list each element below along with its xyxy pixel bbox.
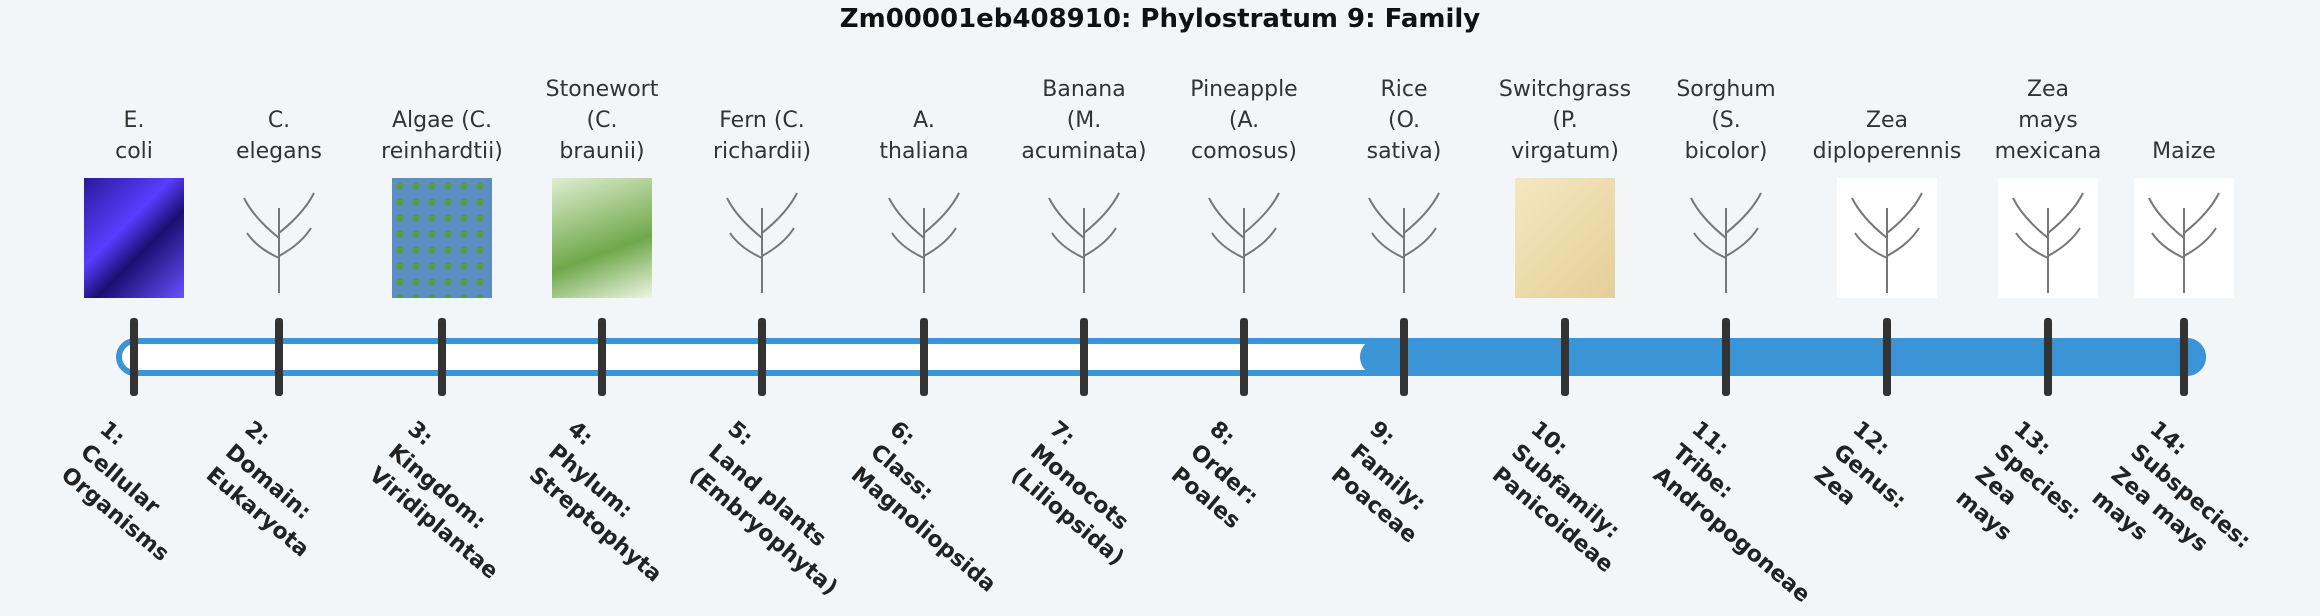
stratum-tick bbox=[1883, 318, 1891, 396]
stratum-tick bbox=[130, 318, 138, 396]
organism-label: Switchgrass (P. virgatum) bbox=[1498, 77, 1632, 164]
switchgrass-image bbox=[1515, 178, 1615, 298]
organism-label: Rice (O. sativa) bbox=[1366, 77, 1442, 164]
organism-label: Stonewort (C. braunii) bbox=[545, 77, 659, 164]
stratum-tick bbox=[1561, 318, 1569, 396]
algae-image bbox=[392, 178, 492, 298]
e-coli-image bbox=[84, 178, 184, 298]
organism-label: Banana (M. acuminata) bbox=[1021, 77, 1147, 164]
organism-label: E. coli bbox=[115, 108, 153, 164]
rank-label: 6: Class: Magnoliopsida bbox=[846, 416, 1001, 598]
fern-image bbox=[712, 178, 812, 298]
rank-label: 10: Subfamily: Panicoideae bbox=[1487, 416, 1625, 578]
pineapple-image bbox=[1194, 178, 1294, 298]
organism-label: Sorghum (S. bicolor) bbox=[1676, 77, 1776, 164]
stratum-tick bbox=[1240, 318, 1248, 396]
page-title: Zm00001eb408910: Phylostratum 9: Family bbox=[839, 4, 1481, 34]
organism-label: Pineapple (A. comosus) bbox=[1190, 77, 1298, 164]
rank-label: 8: Order: Poales bbox=[1166, 416, 1263, 535]
rank-label: 7: Monocots (Liliopsida) bbox=[1006, 416, 1134, 571]
organism-label: Zea mays mexicana bbox=[1994, 77, 2102, 164]
organism-label: Algae (C. reinhardtii) bbox=[381, 108, 503, 164]
organism-label: Maize bbox=[2152, 139, 2216, 164]
rank-label: 14: Subspecies: Zea mays mays bbox=[2086, 416, 2256, 558]
organism-label: Fern (C. richardii) bbox=[712, 108, 812, 164]
maize-image bbox=[2134, 178, 2234, 298]
rank-label: 2: Domain: Eukaryota bbox=[201, 416, 316, 563]
stratum-tick bbox=[1080, 318, 1088, 396]
phylostratum-bar-fill bbox=[1360, 338, 2206, 376]
stratum-tick bbox=[758, 318, 766, 396]
stratum-tick bbox=[438, 318, 446, 396]
stratum-tick bbox=[2044, 318, 2052, 396]
rank-label: 4: Phylum: Streptophyta bbox=[524, 416, 667, 588]
rank-label: 3: Kingdom: Viridiplantae bbox=[364, 416, 503, 585]
organism-label: Zea diploperennis bbox=[1812, 108, 1962, 164]
organism-label: C. elegans bbox=[235, 108, 323, 164]
rank-label: 9: Family: Poaceae bbox=[1326, 416, 1431, 549]
c-elegans-image bbox=[229, 178, 329, 298]
stonewort-image bbox=[552, 178, 652, 298]
zea-diploperennis-image bbox=[1837, 178, 1937, 298]
rank-label: 11: Tribe: Andropogoneae bbox=[1648, 416, 1815, 608]
sorghum-image bbox=[1676, 178, 1776, 298]
rice-image bbox=[1354, 178, 1454, 298]
banana-image bbox=[1034, 178, 1134, 298]
stratum-tick bbox=[1722, 318, 1730, 396]
arabidopsis-image bbox=[874, 178, 974, 298]
rank-label: 5: Land plants (Embryophyta) bbox=[684, 416, 843, 601]
stratum-tick bbox=[920, 318, 928, 396]
zea-mexicana-image bbox=[1998, 178, 2098, 298]
stratum-tick bbox=[598, 318, 606, 396]
rank-label: 1: Cellular Organisms bbox=[56, 416, 174, 567]
stratum-tick bbox=[275, 318, 283, 396]
stratum-tick bbox=[1400, 318, 1408, 396]
organism-label: A. thaliana bbox=[879, 108, 969, 164]
stratum-tick bbox=[2180, 318, 2188, 396]
